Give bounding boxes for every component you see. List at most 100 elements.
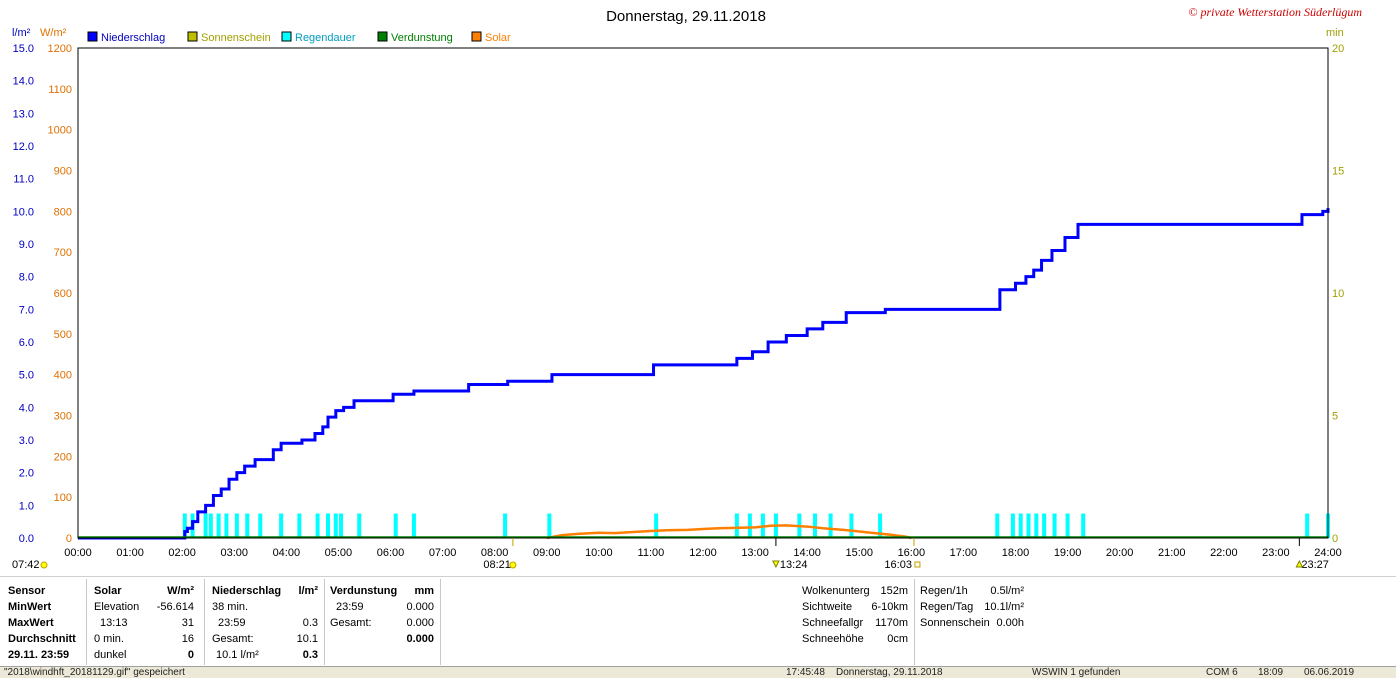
extra-label: Regen/Tag xyxy=(920,601,974,613)
x-tick-label: 21:00 xyxy=(1158,547,1186,559)
regendauer-bar xyxy=(1018,513,1023,538)
legend-swatch xyxy=(377,31,388,42)
regendauer-bar xyxy=(216,513,221,538)
regendauer-bar xyxy=(203,513,208,538)
left-time-label: 07:42 xyxy=(12,559,40,571)
y-tick-label-solar: 900 xyxy=(54,166,72,178)
column-divider xyxy=(914,579,915,665)
series-lines xyxy=(77,48,1330,540)
regendauer-bar xyxy=(1081,513,1086,538)
weather-chart: 00:00 01:00 02:00 03:00 04:00 05:00 06:00 07:00… xyxy=(12,5,1362,571)
regendauer-bar xyxy=(734,513,739,538)
legend-swatch xyxy=(471,31,482,42)
regendauer-bar xyxy=(245,513,250,538)
solar-line xyxy=(546,524,912,540)
y-tick-label-rain: 2.0 xyxy=(19,468,34,480)
x-tick-label: 04:00 xyxy=(273,547,301,559)
y-tick-label-rain: 3.0 xyxy=(19,435,34,447)
y-tick-label-solar: 800 xyxy=(54,206,72,218)
column-divider xyxy=(324,579,325,665)
status-bar: "2018\windhft_20181129.gif" gespeichert … xyxy=(0,666,1396,678)
y-tick-label-rain: 10.0 xyxy=(13,206,34,218)
y-tick-label-min: 15 xyxy=(1332,166,1344,178)
evap-cell: Gesamt: xyxy=(330,617,372,629)
y-tick-label-solar: 100 xyxy=(54,492,72,504)
regendauer-bar xyxy=(1052,513,1057,538)
regendauer-bar xyxy=(411,513,416,538)
x-tick-label: 14:00 xyxy=(793,547,821,559)
status-file: "2018\windhft_20181129.gif" gespeichert xyxy=(4,667,185,678)
sunrise-label: 08:21 xyxy=(483,559,511,571)
solar-header: Solar xyxy=(94,585,122,597)
column-divider xyxy=(204,579,205,665)
y-tick-label-rain: 8.0 xyxy=(19,272,34,284)
x-tick-label: 10:00 xyxy=(585,547,613,559)
regendauer-bar xyxy=(357,513,362,538)
y-tick-label-rain: 12.0 xyxy=(13,141,34,153)
extra-value: 0.00h xyxy=(996,617,1024,629)
regendauer-bar xyxy=(849,513,854,538)
evap-unit: mm xyxy=(414,585,434,597)
solar-value: -56.614 xyxy=(156,601,194,613)
x-tick-label: 17:00 xyxy=(950,547,978,559)
regendauer-bar xyxy=(503,513,508,538)
y-tick-label-solar: 700 xyxy=(54,247,72,259)
y-tick-label-solar: 400 xyxy=(54,370,72,382)
solar-cell: 13:13 xyxy=(100,617,128,629)
extra-label: Sichtweite xyxy=(802,601,853,613)
station-watermark: © private Wetterstation Süderlügum xyxy=(1188,5,1362,19)
x-tick-label: 02:00 xyxy=(168,547,196,559)
regendauer-bar xyxy=(208,513,213,538)
regendauer-bar xyxy=(224,513,229,538)
status-date: Donnerstag, 29.11.2018 xyxy=(836,667,943,678)
legend-label: Niederschlag xyxy=(101,32,165,44)
y-tick-label-min: 20 xyxy=(1332,43,1344,55)
legend-label: Sonnenschein xyxy=(201,32,271,44)
stats-row-label: MinWert xyxy=(8,601,52,613)
x-tick-label: 16:00 xyxy=(898,547,926,559)
extra-value: 0cm xyxy=(887,633,908,645)
evap-cell: 23:59 xyxy=(336,601,364,613)
regendauer-bar xyxy=(1305,513,1310,538)
y-tick-label-solar: 1200 xyxy=(48,43,72,55)
solar-cell: Elevation xyxy=(94,601,140,613)
legend-label: Regendauer xyxy=(295,32,356,44)
rain-unit-label: l/m² xyxy=(12,27,31,39)
y-tick-label-solar: 500 xyxy=(54,329,72,341)
sunset-marker xyxy=(914,561,921,568)
regendauer-bar xyxy=(1026,513,1031,538)
x-tick-label: 12:00 xyxy=(689,547,717,559)
y-tick-label-rain: 5.0 xyxy=(19,370,34,382)
extra-label: Regen/1h xyxy=(920,585,968,597)
regendauer-bar xyxy=(828,513,833,538)
solar-value: 0 xyxy=(187,649,194,661)
solar-value: 16 xyxy=(181,633,194,645)
regendauer-bar xyxy=(393,513,398,538)
solar-noon-marker xyxy=(772,560,780,569)
solar-unit: W/m² xyxy=(167,585,194,597)
solar-value: 31 xyxy=(181,617,194,629)
extra-stats-column-2: Regen/1h 0.5l/m² Regen/Tag 10.1l/m² Sonnen… xyxy=(920,583,1024,631)
x-tick-label: 18:00 xyxy=(1002,547,1030,559)
regendauer-bar xyxy=(1034,513,1039,538)
y-tick-label-rain: 14.0 xyxy=(13,76,34,88)
x-tick-label: 09:00 xyxy=(533,547,561,559)
legend-swatch xyxy=(87,31,98,42)
regendauer-bar xyxy=(297,513,302,538)
stats-panel: Sensor MinWert MaxWert Durchschnitt 29.1… xyxy=(0,576,1396,666)
regendauer-bar xyxy=(333,513,338,538)
x-tick-label: 07:00 xyxy=(429,547,457,559)
niederschlag-line xyxy=(78,208,1330,540)
stats-label-column: Sensor MinWert MaxWert Durchschnitt 29.1… xyxy=(8,583,76,663)
x-tick-label: 08:00 xyxy=(481,547,509,559)
right-time-marker xyxy=(1295,559,1304,568)
y-tick-label-min: 0 xyxy=(1332,533,1338,545)
regendauer-bar xyxy=(234,513,239,538)
axis-labels: 00:00 01:00 02:00 03:00 04:00 05:00 06:00 07:00… xyxy=(12,27,1344,571)
right-time-label: 23:27 xyxy=(1301,559,1329,571)
x-tick-label: 01:00 xyxy=(116,547,144,559)
x-tick-label: 11:00 xyxy=(638,547,665,559)
y-tick-label-rain: 1.0 xyxy=(19,500,34,512)
min-unit-label: min xyxy=(1326,27,1344,39)
legend-label: Solar xyxy=(485,32,511,44)
